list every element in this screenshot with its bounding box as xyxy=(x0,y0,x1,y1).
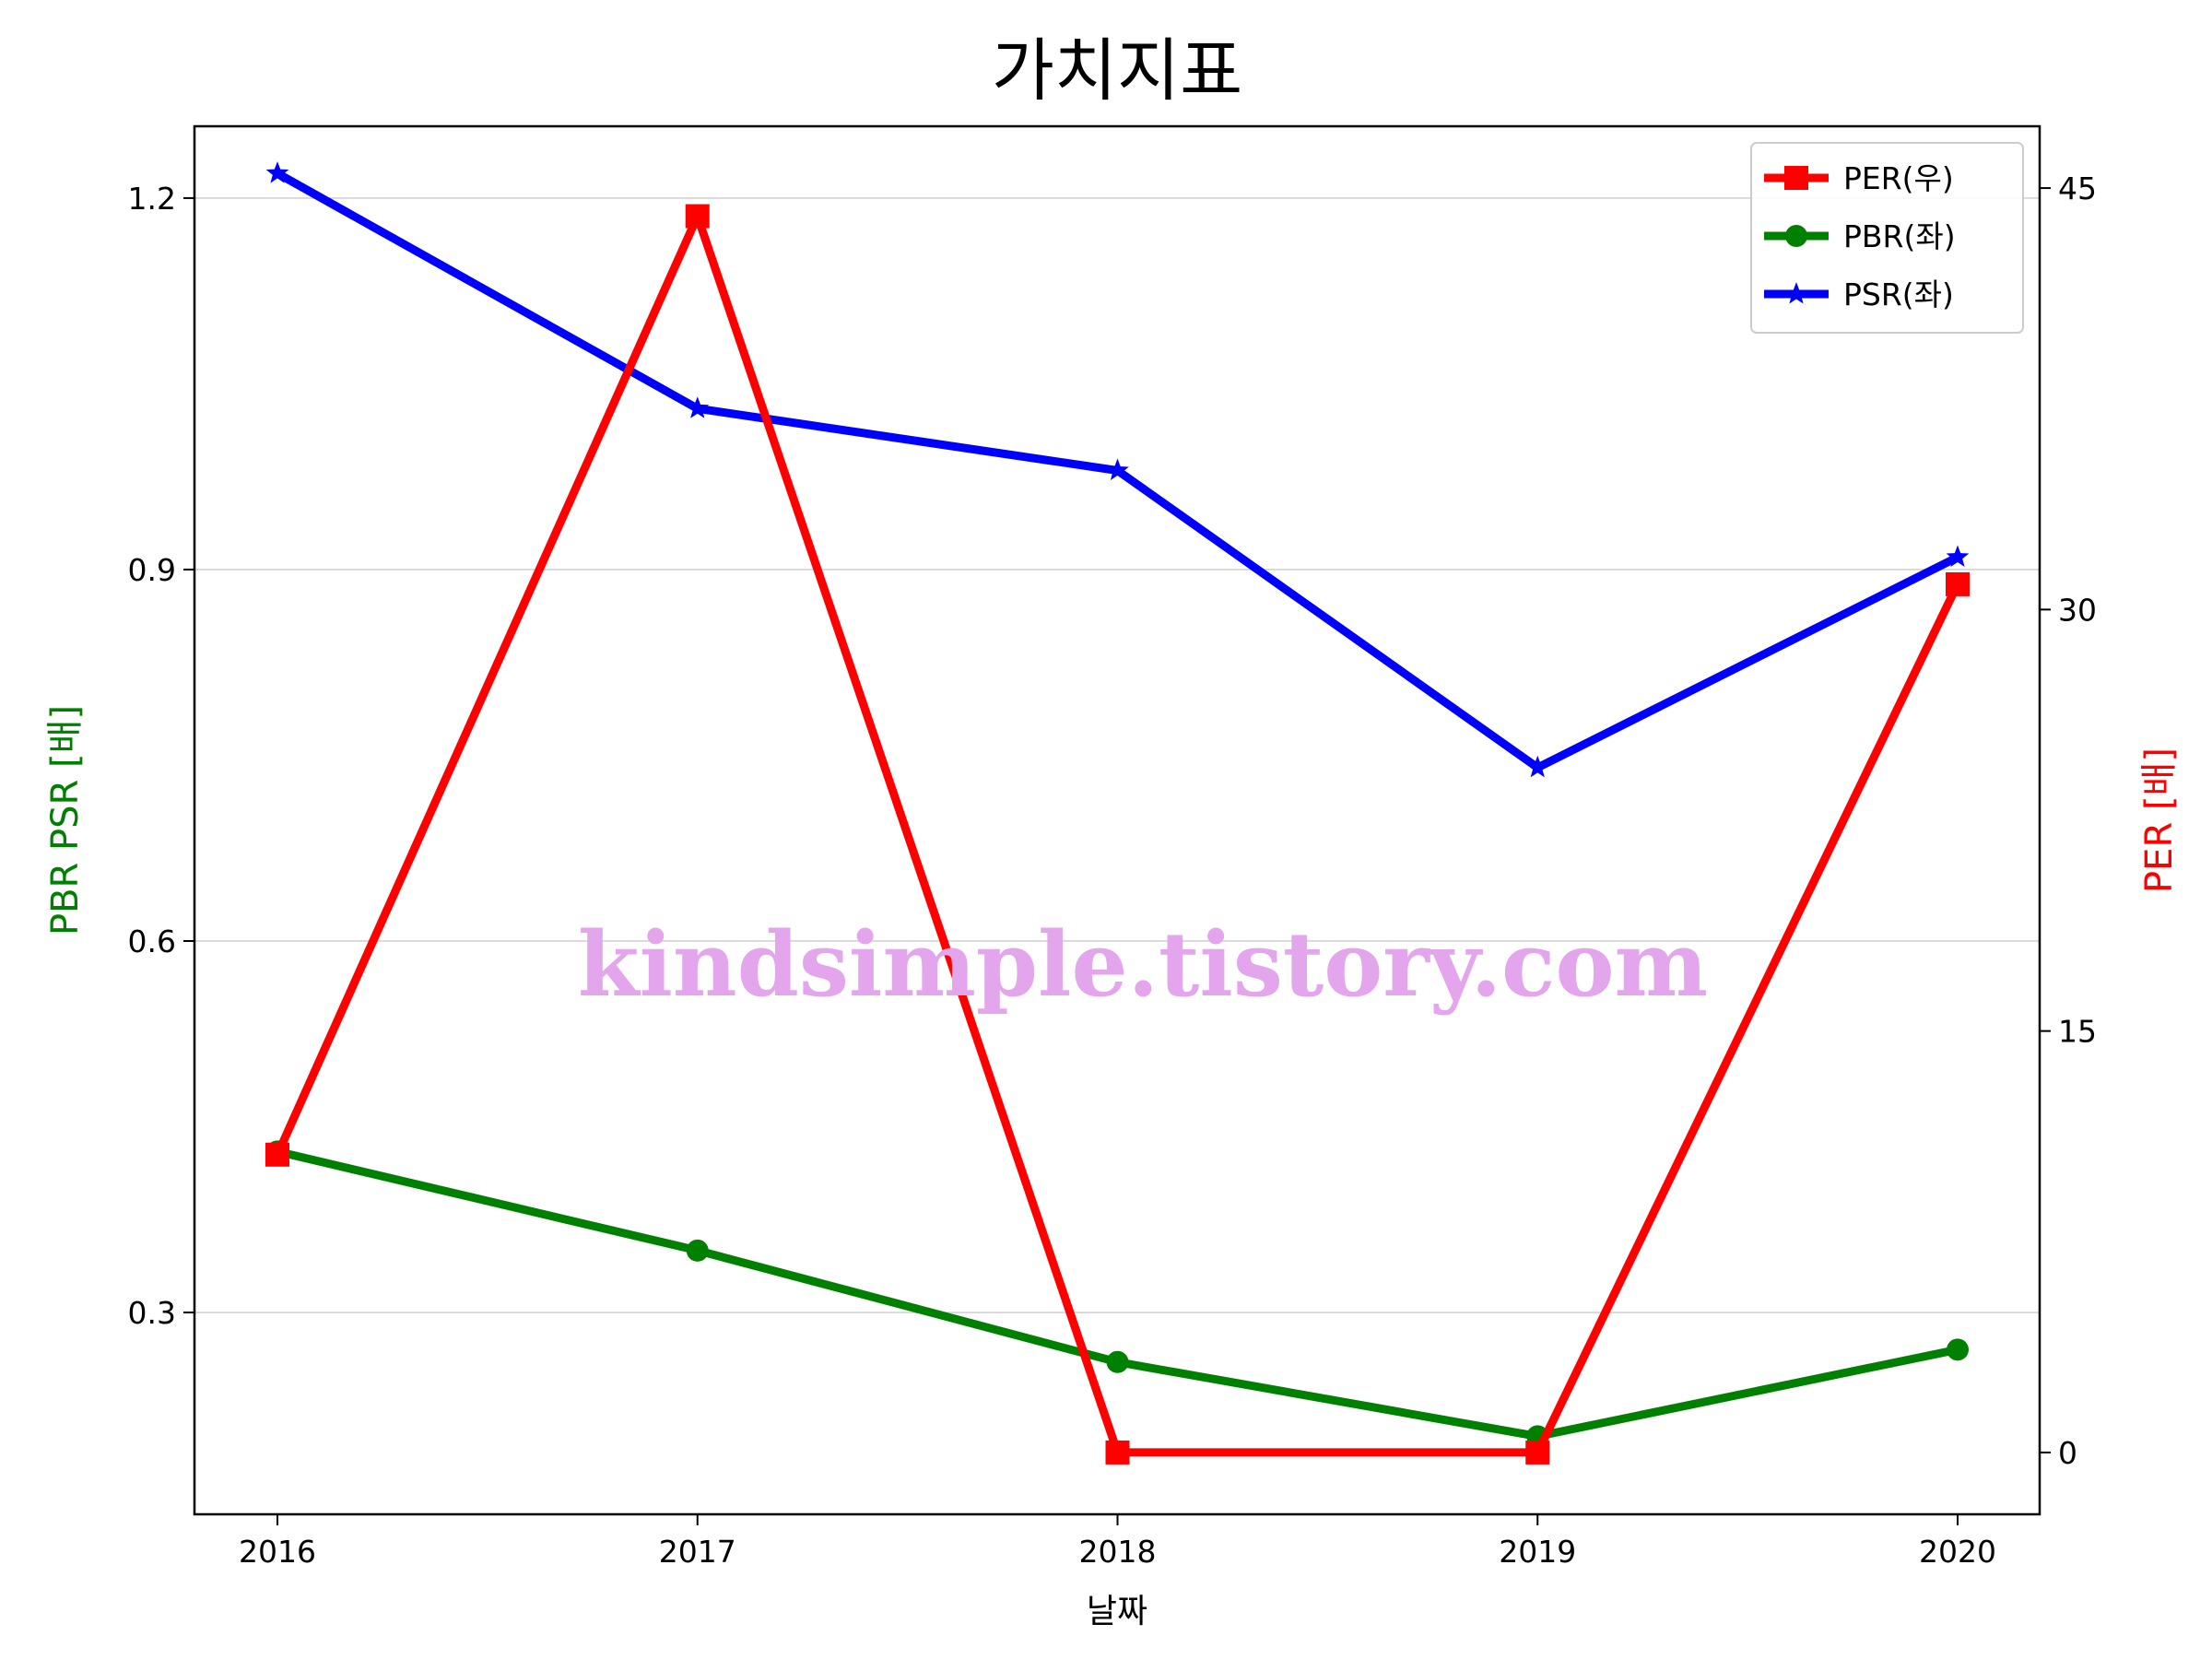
legend-label-pbr: PBR(좌) xyxy=(1843,218,1956,254)
data-point-pbr xyxy=(1947,1338,1969,1361)
series-layer xyxy=(265,161,1970,1465)
x-tick-label: 2016 xyxy=(239,1534,316,1570)
x-tick-label: 2017 xyxy=(659,1534,736,1570)
chart-title: 가치지표 xyxy=(992,31,1242,111)
x-tick-label: 2018 xyxy=(1079,1534,1157,1570)
data-point-psr xyxy=(1106,458,1129,480)
data-point-per xyxy=(685,204,710,229)
y-right-axis-title: PER [배] xyxy=(2138,747,2181,893)
data-point-per xyxy=(265,1142,289,1167)
x-axis-title: 날짜 xyxy=(1087,1593,1147,1630)
data-point-per xyxy=(1946,571,1970,596)
axis-layer: 0.3 0.6 0.9 1.2 0 15 30 45 2016 2017 2018 2019 2020 xyxy=(128,171,2097,1570)
y-left-axis-title: PBR PSR [배] xyxy=(44,705,87,935)
legend-label-psr: PSR(좌) xyxy=(1843,276,1954,312)
legend: PER(우) PBR(좌) PSR(좌) xyxy=(1750,142,2024,334)
data-point-per xyxy=(1105,1440,1130,1465)
data-point-pbr xyxy=(1106,1350,1129,1373)
grid-lines xyxy=(194,197,2040,1313)
y-left-tick-label: 0.9 xyxy=(128,552,176,588)
data-point-pbr xyxy=(686,1239,709,1262)
x-tick-label: 2020 xyxy=(1919,1534,1996,1570)
data-point-psr xyxy=(1525,755,1549,778)
data-point-psr xyxy=(686,396,710,418)
watermark: kindsimple.tistory.com xyxy=(578,912,1708,1017)
y-right-tick-label: 0 xyxy=(2058,1435,2077,1471)
y-right-tick-label: 15 xyxy=(2058,1014,2097,1050)
data-point-per xyxy=(1525,1440,1550,1465)
legend-marker-per xyxy=(1784,166,1808,190)
y-left-tick-label: 0.6 xyxy=(128,924,176,959)
y-left-tick-label: 1.2 xyxy=(128,181,176,217)
data-point-psr xyxy=(265,161,289,183)
y-right-tick-label: 45 xyxy=(2058,171,2097,206)
x-tick-label: 2019 xyxy=(1499,1534,1576,1570)
legend-label-per: PER(우) xyxy=(1843,160,1954,196)
y-left-tick-label: 0.3 xyxy=(128,1295,176,1331)
data-point-psr xyxy=(1946,545,1970,567)
legend-marker-psr xyxy=(1784,282,1808,304)
legend-marker-pbr xyxy=(1785,225,1807,247)
y-right-tick-label: 30 xyxy=(2058,592,2097,628)
legend-box xyxy=(1750,142,2024,334)
